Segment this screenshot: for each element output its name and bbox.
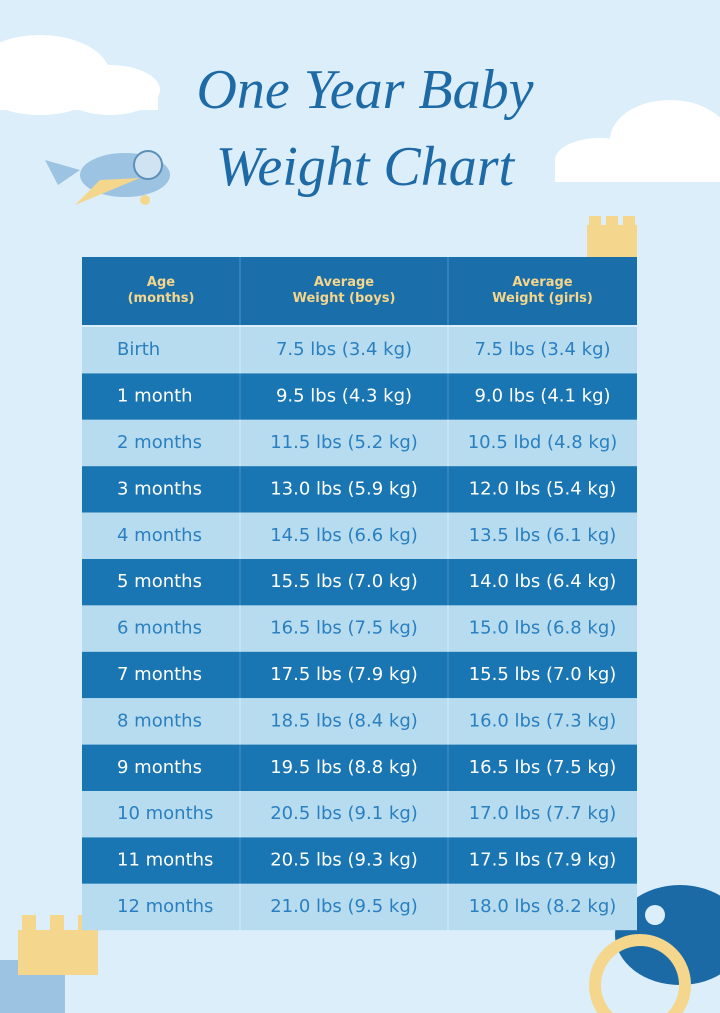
blocks-bottom-left — [0, 915, 98, 1013]
table-cell: 9.5 lbs (4.3 kg) — [276, 386, 412, 407]
table-cell: 20.5 lbs (9.1 kg) — [270, 803, 418, 824]
header-line: Weight (girls) — [492, 291, 593, 306]
table-cell: 19.5 lbs (8.8 kg) — [270, 757, 418, 778]
table-cell: 8 months — [117, 710, 202, 731]
table-cell: 15.5 lbs (7.0 kg) — [469, 664, 617, 685]
table-cell: 7.5 lbs (3.4 kg) — [276, 339, 412, 360]
table-cell: 16.5 lbs (7.5 kg) — [469, 757, 617, 778]
table-cell: 10 months — [117, 803, 213, 824]
table-cell: 20.5 lbs (9.3 kg) — [270, 850, 418, 871]
table-cell: 15.5 lbs (7.0 kg) — [270, 571, 418, 592]
cloud-left — [0, 35, 160, 115]
table-cell: 15.0 lbs (6.8 kg) — [469, 618, 617, 639]
table-row — [82, 466, 637, 513]
table-cell: 17.0 lbs (7.7 kg) — [469, 803, 617, 824]
table-row — [82, 837, 637, 884]
table-cell: 14.0 lbs (6.4 kg) — [469, 571, 617, 592]
table-cell: 14.5 lbs (6.6 kg) — [270, 525, 418, 546]
table-row — [82, 419, 637, 467]
table-cell: Birth — [117, 339, 160, 360]
table-row — [82, 512, 637, 559]
header-line: Average — [314, 275, 374, 290]
cloud-right — [555, 100, 720, 182]
table-cell: 17.5 lbs (7.9 kg) — [469, 850, 617, 871]
title-line: One Year Baby — [196, 59, 533, 121]
table-cell: 16.0 lbs (7.3 kg) — [469, 710, 617, 731]
table-cell: 12 months — [117, 896, 213, 917]
table-row — [82, 373, 637, 420]
table-cell: 12.0 lbs (5.4 kg) — [469, 478, 617, 499]
header-row — [82, 257, 637, 325]
table-row — [82, 651, 637, 699]
table-cell: 13.0 lbs (5.9 kg) — [270, 478, 418, 499]
table-cell: 11 months — [117, 850, 213, 871]
table-cell: 2 months — [117, 432, 202, 453]
table-cell: 13.5 lbs (6.1 kg) — [469, 525, 617, 546]
table-cell: 5 months — [117, 571, 202, 592]
table-row — [82, 605, 637, 652]
title-line: Weight Chart — [216, 136, 516, 198]
weight-table: Age (months)Average Weight (boys)Average We… — [82, 257, 637, 931]
header-cell: Average Weight (boys) — [293, 275, 396, 306]
table-cell: 18.0 lbs (8.2 kg) — [469, 896, 617, 917]
table-cell: 9.0 lbs (4.1 kg) — [474, 386, 610, 407]
header-line: Weight (boys) — [293, 291, 396, 306]
table-row — [82, 698, 637, 745]
header-line: Age — [147, 275, 175, 290]
table-cell: 6 months — [117, 618, 202, 639]
table-cell: 16.5 lbs (7.5 kg) — [270, 618, 418, 639]
table-row — [82, 744, 637, 791]
table-cell: 7 months — [117, 664, 202, 685]
table-row — [82, 883, 637, 931]
airplane — [45, 150, 170, 205]
table-cell: 9 months — [117, 757, 202, 778]
table-row — [82, 327, 637, 374]
table-cell: 1 month — [117, 386, 193, 407]
block-top-right — [587, 216, 637, 257]
header-line: (months) — [128, 291, 195, 306]
table-row — [82, 559, 637, 606]
table-cell: 21.0 lbs (9.5 kg) — [270, 896, 418, 917]
header-line: Average — [512, 275, 572, 290]
table-cell: 3 months — [117, 478, 202, 499]
pacifier — [589, 885, 720, 1013]
table-cell: 4 months — [117, 525, 202, 546]
table-cell: 7.5 lbs (3.4 kg) — [474, 339, 610, 360]
header-cell: Age (months) — [128, 275, 195, 306]
table-cell: 11.5 lbs (5.2 kg) — [270, 432, 418, 453]
table-cell: 10.5 lbd (4.8 kg) — [468, 432, 618, 453]
table-cell: 17.5 lbs (7.9 kg) — [270, 664, 418, 685]
table-row — [82, 791, 637, 838]
header-cell: Average Weight (girls) — [492, 275, 593, 306]
table-cell: 18.5 lbs (8.4 kg) — [270, 710, 418, 731]
